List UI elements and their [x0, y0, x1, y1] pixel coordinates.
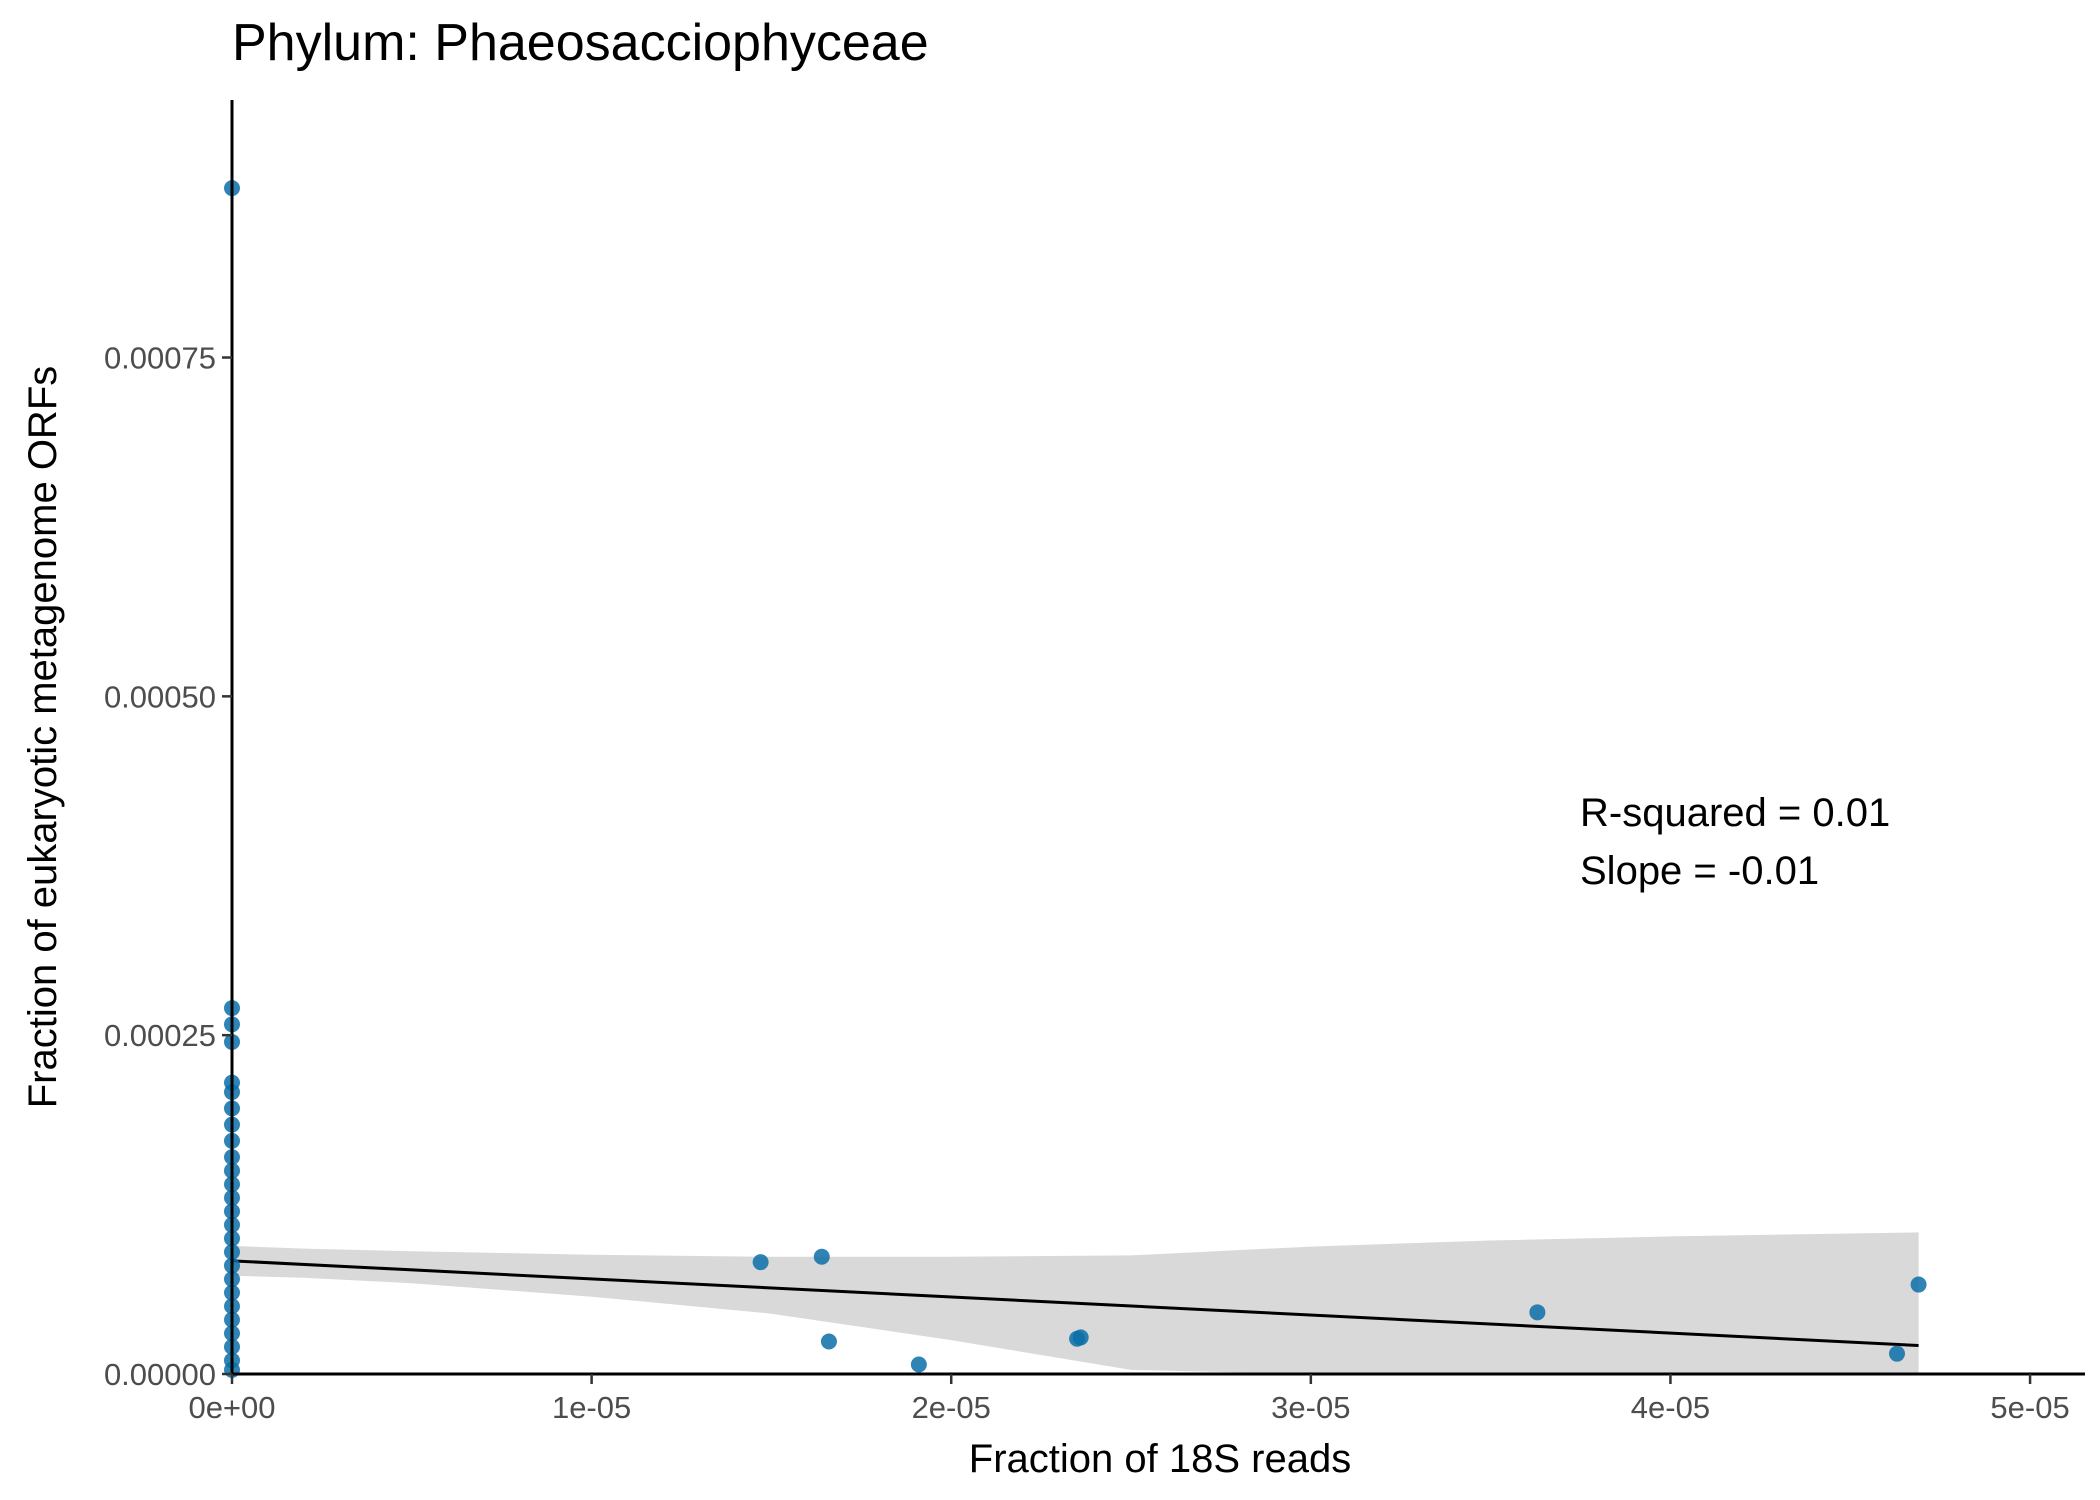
data-point: [1889, 1345, 1906, 1362]
x-tick-label: 4e-05: [1631, 1390, 1710, 1425]
y-tick-label: 0.00000: [104, 1357, 216, 1392]
y-tick-label: 0.00075: [104, 341, 216, 376]
x-tick-label: 5e-05: [1990, 1390, 2069, 1425]
data-points: [224, 180, 1927, 1378]
data-point: [752, 1254, 769, 1271]
y-tick-label: 0.00025: [104, 1018, 216, 1053]
x-tick-label: 2e-05: [912, 1390, 991, 1425]
data-point: [1072, 1329, 1089, 1346]
data-point: [813, 1248, 830, 1265]
slope-annotation: Slope = -0.01: [1580, 849, 1819, 893]
x-tick-label: 0e+00: [188, 1390, 275, 1425]
plot-area: [224, 180, 1927, 1378]
x-tick-label: 1e-05: [552, 1390, 631, 1425]
data-point: [910, 1356, 927, 1373]
x-tick-label: 3e-05: [1271, 1390, 1350, 1425]
chart-title: Phylum: Phaeosacciophyceae: [232, 14, 929, 72]
r-squared-annotation: R-squared = 0.01: [1580, 791, 1890, 835]
regression-line: [231, 1259, 1919, 1348]
axes: 0e+00 1e-05 2e-05 3e-05 4e-05 5e-05 0.000000.…: [104, 100, 2085, 1425]
y-tick-label: 0.00050: [104, 679, 216, 714]
x-axis-label: Fraction of 18S reads: [969, 1437, 1351, 1481]
data-point: [1529, 1304, 1546, 1321]
y-axis-label: Fraction of eukaryotic metagenome ORFs: [21, 366, 65, 1109]
data-point: [1910, 1276, 1927, 1293]
y-axis-ticks: 0.00000 0.00025 0.00050 0.00075: [104, 341, 232, 1392]
data-point: [820, 1333, 837, 1350]
x-axis-ticks: 0e+00 1e-05 2e-05 3e-05 4e-05 5e-05: [188, 1374, 2070, 1425]
